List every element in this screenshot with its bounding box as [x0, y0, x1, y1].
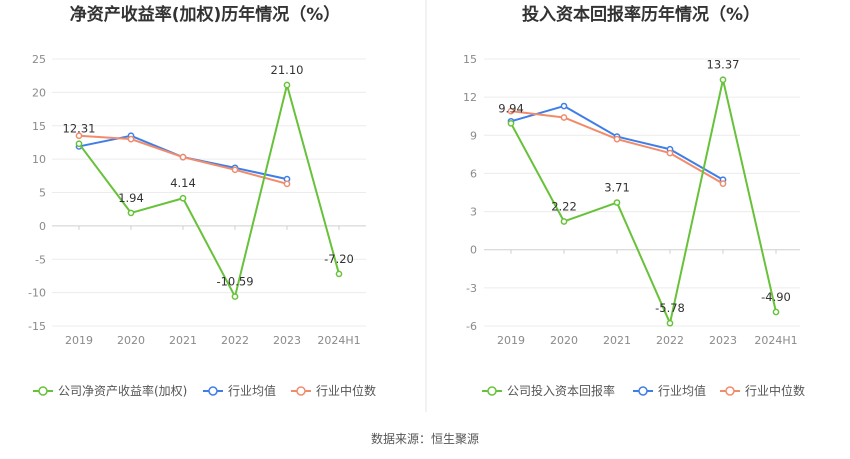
roic-data-label: 13.37 [707, 58, 740, 72]
roic-y-tick-label: -6 [466, 320, 477, 333]
roic-industry-median-point [719, 180, 727, 187]
roe-y-tick-label: 10 [32, 153, 46, 166]
roic-industry-median-point [507, 107, 515, 115]
roe-chart-title: 净资产收益率(加权)历年情况（%） [70, 4, 341, 25]
roic-chart-title: 投入资本回报率历年情况（%） [522, 4, 760, 25]
roic-company-point [560, 218, 568, 225]
roic-data-label: -4.90 [761, 290, 791, 304]
roic-legend-industry-avg-dot [638, 386, 648, 396]
roic-legend-industry-median-dot [725, 386, 735, 396]
roic-industry-median-line [510, 110, 724, 185]
roe-data-label: 4.14 [170, 176, 196, 190]
roic-y-tick-label: 0 [470, 244, 477, 257]
roic-y-tick-label: 6 [470, 167, 477, 180]
roe-data-label: 12.31 [63, 122, 96, 136]
roe-x-tick-label: 2021 [169, 334, 197, 347]
roe-y-tick-label: 25 [32, 53, 46, 66]
roe-y-tick-label: 20 [32, 86, 46, 99]
roic-company-point [666, 319, 674, 327]
roe-industry-median-point [75, 132, 83, 140]
roic-y-tick-label: 9 [470, 129, 477, 142]
roic-industry-avg-point [560, 102, 568, 110]
roic-company-point [719, 76, 727, 84]
roe-y-tick-label: 5 [39, 187, 46, 200]
roic-x-tick-label: 2019 [497, 334, 525, 347]
roe-y-tick-label: -15 [28, 320, 46, 333]
roe-industry-median-point [283, 180, 291, 188]
roe-company-point [335, 270, 343, 278]
data-source: 数据来源：恒生聚源 [371, 431, 479, 446]
roic-x-tick-label: 2023 [709, 334, 737, 347]
roe-x-tick-label: 2020 [117, 334, 145, 347]
roic-data-label: 3.71 [604, 181, 630, 195]
roe-company-point [179, 194, 187, 202]
roe-y-tick-label: -5 [35, 253, 46, 266]
roe-company-point [127, 209, 135, 217]
roe-legend-industry-median-dot [296, 386, 306, 396]
roic-industry-median-point [560, 114, 568, 121]
roic-company-point [507, 119, 515, 127]
roe-company-line [78, 84, 340, 298]
roic-x-tick-label: 2022 [656, 334, 684, 347]
roic-legend-company-label: 公司投入资本回报率 [507, 383, 615, 398]
roe-industry-median-point [179, 153, 187, 161]
roe-data-label: -7.20 [324, 252, 354, 266]
roic-x-tick-label: 2020 [550, 334, 578, 347]
roe-y-tick-label: -10 [28, 287, 46, 300]
roic-legend-industry-median-label: 行业中位数 [745, 383, 805, 398]
roe-legend-industry-avg-dot [208, 386, 218, 396]
roic-y-tick-label: 12 [463, 91, 477, 104]
roic-industry-median-point [666, 149, 674, 157]
roic-data-label: -5.78 [655, 301, 685, 315]
roe-data-label: 1.94 [118, 191, 144, 205]
roe-y-tick-label: 0 [39, 220, 46, 233]
roic-legend-industry-avg-label: 行业均值 [658, 383, 706, 398]
roic-x-tick-label: 2021 [603, 334, 631, 347]
roe-y-tick-label: 15 [32, 120, 46, 133]
roe-x-tick-label: 2024H1 [317, 334, 360, 347]
roic-company-point [613, 199, 621, 206]
roic-x-tick-label: 2024H1 [754, 334, 797, 347]
roic-y-tick-label: 3 [470, 206, 477, 219]
roe-company-point [283, 81, 291, 89]
roe-x-tick-label: 2019 [65, 334, 93, 347]
roe-data-label: 21.10 [271, 63, 304, 77]
roic-data-label: 2.22 [551, 199, 577, 213]
roe-company-point [75, 140, 83, 148]
roe-company-point [231, 293, 239, 300]
roic-y-tick-label: 15 [463, 53, 477, 66]
roe-legend-company-dot [38, 386, 48, 396]
roe-x-tick-label: 2023 [273, 334, 301, 347]
roic-legend-company-dot [487, 386, 497, 396]
roe-data-label: -10.59 [216, 275, 253, 289]
roic-data-label: 9.94 [498, 101, 524, 115]
roe-x-tick-label: 2022 [221, 334, 249, 347]
roe-legend-industry-median-label: 行业中位数 [316, 383, 376, 398]
roe-legend-industry-avg-label: 行业均值 [228, 383, 276, 398]
roic-company-line [510, 78, 777, 325]
roe-industry-median-point [231, 166, 239, 174]
roic-y-tick-label: -3 [466, 282, 477, 295]
roe-industry-median-point [127, 135, 135, 143]
roic-industry-avg-line [510, 105, 724, 181]
roic-industry-median-point [613, 135, 621, 143]
roe-legend-company-label: 公司净资产收益率(加权) [58, 383, 187, 398]
roic-company-point [772, 308, 780, 316]
